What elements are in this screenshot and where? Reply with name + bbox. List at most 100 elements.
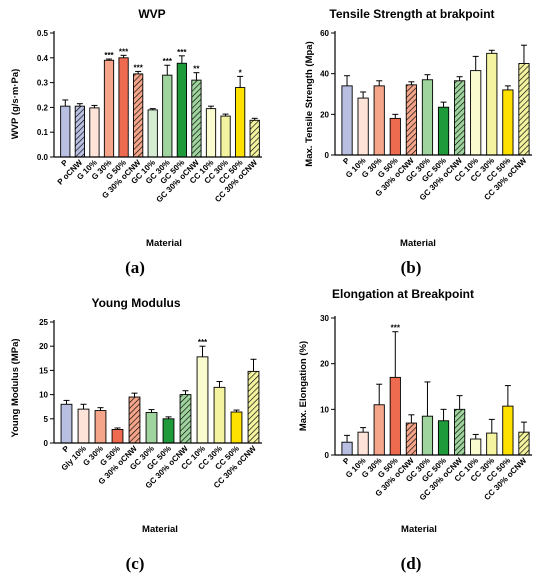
bar-cc-30pct bbox=[486, 52, 498, 156]
y-tick-label: 5 bbox=[44, 415, 49, 424]
y-tick-label: 40 bbox=[320, 70, 329, 79]
bar-cc-10pct bbox=[205, 108, 217, 158]
bar-g-50pct bbox=[389, 376, 401, 456]
bar-p bbox=[341, 85, 353, 156]
y-tick-label: 0 bbox=[44, 439, 49, 448]
bar-g-10pct bbox=[357, 431, 369, 456]
y-tick-label: 0.5 bbox=[37, 29, 49, 38]
elongation-panel: Elongation at Breakpoint Max. Elongation… bbox=[298, 287, 532, 573]
y-tick-label: 0.3 bbox=[37, 79, 49, 88]
bar-cc-10pct bbox=[470, 70, 482, 156]
significance-label: *** bbox=[163, 57, 173, 66]
chart-title: Young Modulus bbox=[91, 296, 180, 310]
bar-g-30pct bbox=[94, 410, 107, 444]
x-axis-label: Material bbox=[142, 524, 178, 535]
x-axis-label: Material bbox=[400, 238, 436, 249]
y-tick-label: 10 bbox=[320, 405, 329, 414]
bar-gc-30pct-ocnw bbox=[454, 408, 466, 456]
y-axis-label: Max. Tensile Strength (Mpa) bbox=[304, 41, 315, 166]
bar-g-30pct-ocnw bbox=[128, 396, 141, 444]
bar-cc-30pct bbox=[220, 115, 231, 158]
y-tick-label: 15 bbox=[39, 366, 48, 375]
bar-p-ocnw bbox=[74, 105, 85, 158]
y-tick-label: 0 bbox=[325, 151, 330, 160]
bar-gc-30pct-ocnw bbox=[179, 394, 192, 444]
bar-cc-30pct-ocnw bbox=[518, 63, 530, 156]
panel-label: (b) bbox=[401, 258, 422, 277]
young-modulus-panel: Young Modulus Young Modulus (MPa) Materi… bbox=[10, 296, 262, 573]
bar-cc-50pct bbox=[235, 87, 246, 158]
y-tick-label: 10 bbox=[39, 391, 48, 400]
bar-g-30pct-ocnw bbox=[133, 73, 144, 158]
bar-gc-50pct bbox=[437, 420, 450, 456]
bar-gc-30pct bbox=[421, 79, 434, 156]
bar-cc-10pct bbox=[470, 438, 482, 456]
y-tick-label: 20 bbox=[39, 342, 48, 351]
bar-gc-30pct bbox=[421, 415, 434, 456]
chart-title: WVP bbox=[138, 7, 165, 21]
bar-gc-30pct-ocnw bbox=[454, 80, 466, 156]
bar-p bbox=[60, 403, 73, 444]
wvp-panel: WVP WVP (g/s·m·Pa) Material (a) 0.0 0.1 0.… bbox=[10, 7, 262, 277]
bar-gc-50pct bbox=[162, 418, 175, 444]
bar-cc-50pct bbox=[230, 411, 243, 444]
x-tick-label: P bbox=[60, 158, 71, 169]
y-tick-label: 30 bbox=[320, 314, 329, 323]
bar-cc-50pct bbox=[502, 89, 514, 156]
x-tick-label: P bbox=[61, 444, 72, 455]
y-tick-label: 20 bbox=[320, 360, 329, 369]
x-axis-label: Material bbox=[146, 238, 182, 249]
x-tick-label: P bbox=[341, 156, 352, 167]
y-tick-label: 0.1 bbox=[37, 128, 49, 137]
bar-g-50pct bbox=[111, 428, 124, 444]
significance-label: *** bbox=[119, 47, 129, 56]
bar-g-50pct bbox=[118, 57, 129, 158]
bar-g-30pct bbox=[373, 404, 385, 456]
bar-gc-30pct-ocnw bbox=[191, 79, 202, 158]
bar-cc-30pct-ocnw bbox=[249, 119, 260, 158]
bar-cc-30pct bbox=[486, 432, 498, 456]
bar-g-50pct bbox=[389, 117, 401, 156]
chart-title: Elongation at Breakpoint bbox=[332, 287, 474, 301]
x-axis-label: Material bbox=[401, 524, 437, 535]
y-tick-label: 0.0 bbox=[37, 153, 49, 162]
significance-label: *** bbox=[104, 51, 114, 60]
y-tick-label: 0.4 bbox=[37, 54, 49, 63]
panel-label: (c) bbox=[126, 554, 145, 573]
bar-p bbox=[60, 105, 71, 158]
significance-label: *** bbox=[133, 63, 143, 72]
bar-p bbox=[341, 441, 353, 456]
bar-cc-50pct bbox=[502, 405, 514, 456]
bar-gc-50pct bbox=[437, 106, 450, 156]
bar-cc-30pct bbox=[213, 386, 226, 444]
y-axis-label: Young Modulus (MPa) bbox=[10, 338, 21, 437]
significance-label: ** bbox=[193, 65, 200, 74]
bar-cc-30pct-ocnw bbox=[247, 370, 260, 444]
bar-g-10pct bbox=[357, 97, 369, 156]
panel-label: (d) bbox=[401, 554, 422, 573]
significance-label: *** bbox=[177, 48, 187, 57]
y-axis-label: WVP (g/s·m·Pa) bbox=[10, 69, 21, 140]
panel-label: (a) bbox=[125, 258, 145, 277]
significance-label: *** bbox=[391, 324, 401, 333]
y-axis-label: Max. Elongation (%) bbox=[298, 341, 309, 431]
x-tick-label: P bbox=[341, 456, 352, 467]
y-tick-label: 20 bbox=[320, 110, 329, 119]
bar-g-30pct-ocnw bbox=[405, 422, 417, 456]
bar-gc-30pct bbox=[145, 412, 158, 444]
y-tick-label: 0.2 bbox=[37, 103, 49, 112]
bar-cc-30pct-ocnw bbox=[518, 431, 530, 456]
bar-gc-10pct bbox=[147, 109, 158, 158]
bar-gc-50pct bbox=[176, 62, 187, 158]
bar-g-30pct-ocnw bbox=[405, 84, 417, 156]
chart-title: Tensile Strength at brakpoint bbox=[329, 7, 494, 21]
tensile-strength-panel: Tensile Strength at brakpoint Max. Tensi… bbox=[304, 7, 532, 277]
bar-gly-10pct bbox=[77, 408, 90, 444]
y-tick-label: 0 bbox=[325, 451, 330, 460]
y-tick-label: 60 bbox=[320, 29, 329, 38]
significance-label: * bbox=[239, 68, 243, 77]
bar-g-10pct bbox=[89, 107, 100, 158]
y-tick-label: 25 bbox=[39, 318, 48, 327]
significance-label: *** bbox=[198, 338, 208, 347]
